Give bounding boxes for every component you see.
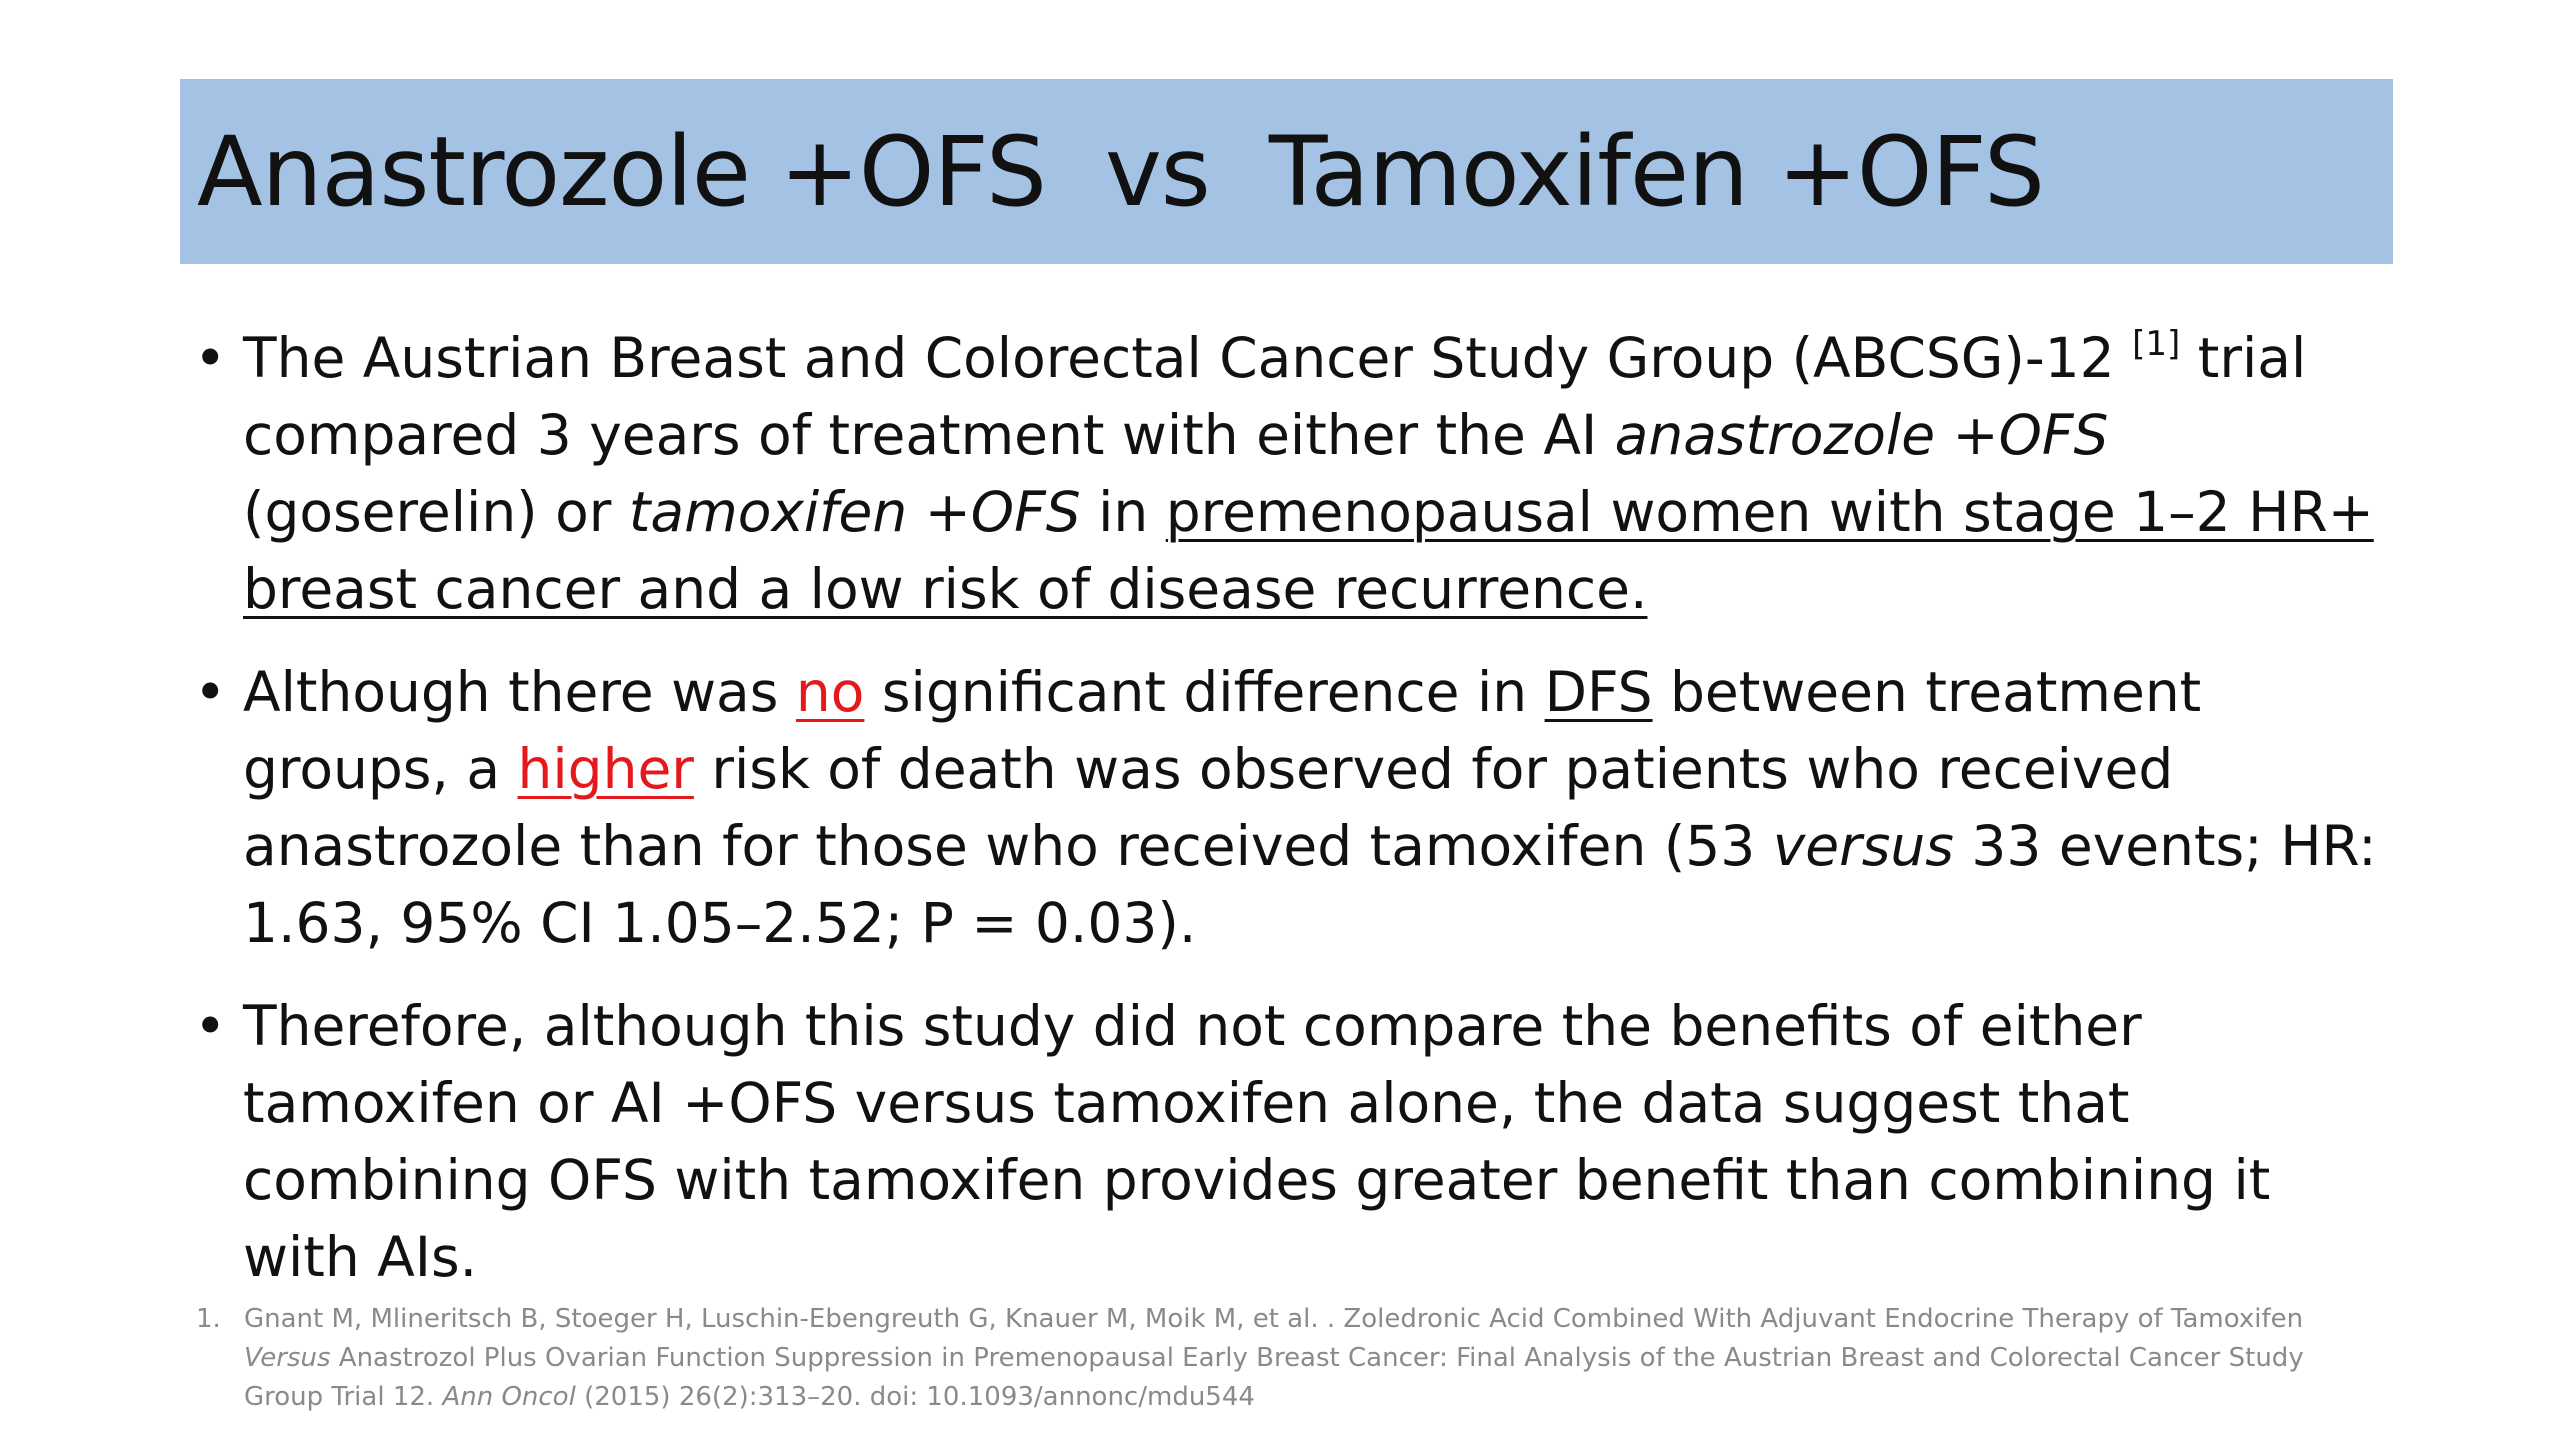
bullet-text: Although there was no significant differ… bbox=[243, 654, 2388, 962]
text-run: Gnant M, Mlineritsch B, Stoeger H, Lusch… bbox=[244, 1304, 2304, 1334]
text-run: (goserelin) or bbox=[243, 480, 629, 544]
text-run: in bbox=[1080, 480, 1166, 544]
bullet-item-results: • Although there was no significant diff… bbox=[188, 654, 2388, 962]
underlined-run: DFS bbox=[1544, 660, 1653, 724]
italic-run: anastrozole +OFS bbox=[1614, 403, 2109, 467]
italic-run: tamoxifen +OFS bbox=[628, 480, 1081, 544]
slide-title: Anastrozole +OFS vs Tamoxifen +OFS bbox=[197, 115, 2045, 228]
emphasis-red-run: higher bbox=[517, 737, 694, 801]
bullet-text: Therefore, although this study did not c… bbox=[243, 994, 2271, 1289]
footnote-number: 1. bbox=[196, 1304, 221, 1334]
italic-run: versus bbox=[1772, 814, 1954, 878]
footnote-text: Gnant M, Mlineritsch B, Stoeger H, Lusch… bbox=[244, 1300, 2386, 1417]
text-run: risk of death was observed for patients … bbox=[243, 737, 2174, 878]
bullet-item-conclusion: • Therefore, although this study did not… bbox=[188, 988, 2388, 1296]
bullet-marker: • bbox=[194, 994, 227, 1058]
text-run: Although there was bbox=[243, 660, 796, 724]
underlined-run: premenopausal women with stage 1–2 HR+ b… bbox=[243, 480, 2374, 621]
bullet-marker: • bbox=[194, 660, 227, 724]
bullet-item-trial-design: • The Austrian Breast and Colorectal Can… bbox=[188, 320, 2388, 628]
text-run: trial compared 3 years of treatment with… bbox=[243, 326, 2307, 467]
citation-ref: [1] bbox=[2132, 324, 2181, 364]
text-run: between treatment groups, a bbox=[243, 660, 2202, 801]
title-band: Anastrozole +OFS vs Tamoxifen +OFS bbox=[180, 79, 2393, 264]
bullet-marker: • bbox=[194, 326, 227, 390]
text-run: The Austrian Breast and Colorectal Cance… bbox=[243, 326, 2133, 390]
italic-run: Versus bbox=[244, 1343, 331, 1373]
emphasis-red-run: no bbox=[795, 660, 865, 724]
bullet-text: The Austrian Breast and Colorectal Cance… bbox=[243, 320, 2388, 628]
text-run: (2015) 26(2):313–20. doi: 10.1093/annonc… bbox=[575, 1382, 1255, 1412]
text-run: Anastrozol Plus Ovarian Function Suppres… bbox=[244, 1343, 2304, 1412]
text-run: significant difference in bbox=[864, 660, 1545, 724]
text-run: 33 events; HR: 1.63, 95% CI 1.05–2.52; P… bbox=[243, 814, 2377, 955]
reference-footnote: 1. Gnant M, Mlineritsch B, Stoeger H, Lu… bbox=[196, 1300, 2386, 1417]
bullet-list: • The Austrian Breast and Colorectal Can… bbox=[188, 320, 2388, 1322]
italic-run: Ann Oncol bbox=[442, 1382, 576, 1412]
